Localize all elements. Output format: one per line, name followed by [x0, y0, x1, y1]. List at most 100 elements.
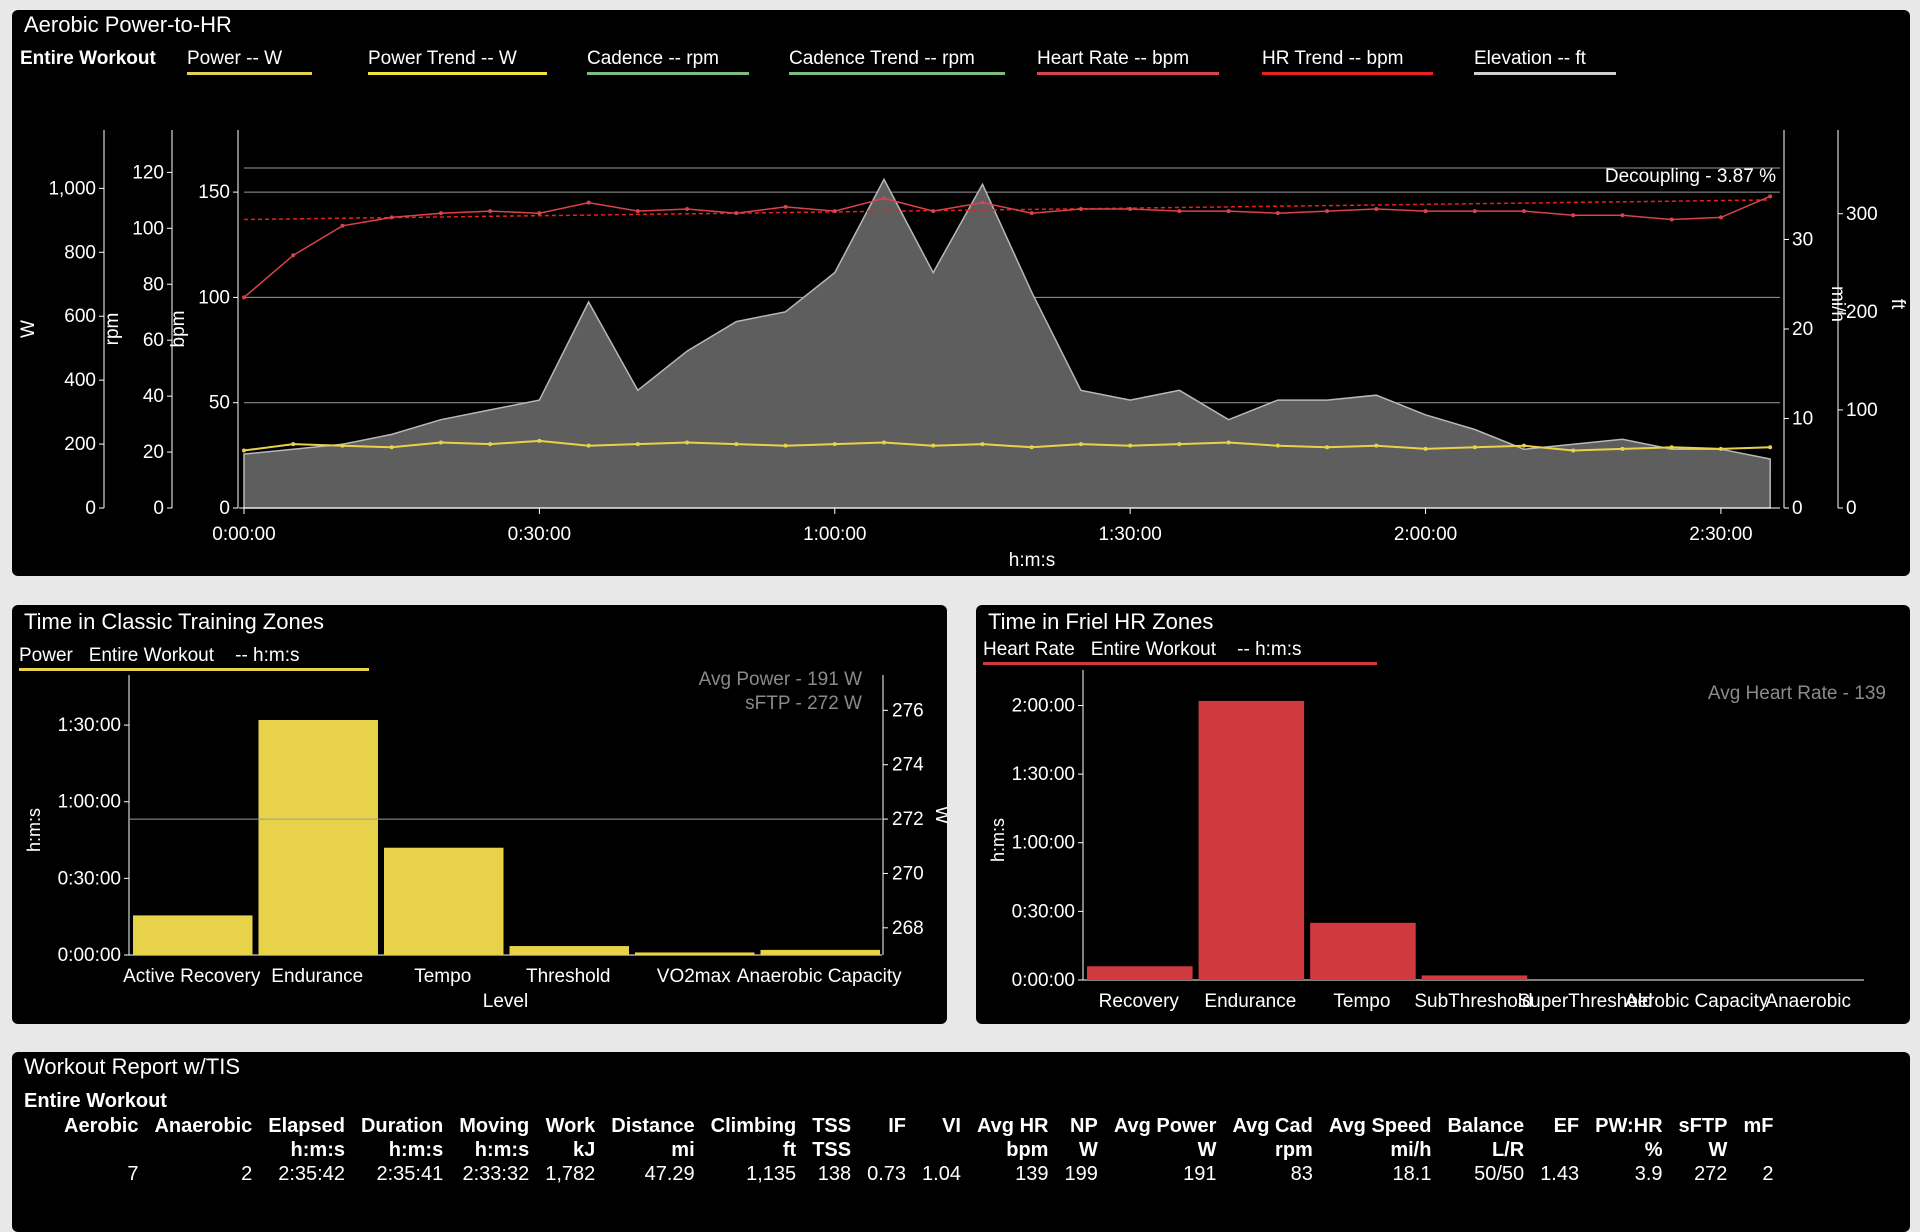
- power-point: [1078, 442, 1083, 447]
- power-point: [1029, 445, 1034, 450]
- legend-item[interactable]: Heart Rate -- bpm: [1037, 48, 1220, 75]
- hr-zones-title: Time in Friel HR Zones: [988, 609, 1214, 634]
- x-tick-label: 0:30:00: [508, 524, 571, 545]
- w-tick-label: 400: [64, 370, 96, 391]
- report-unit-cell: ft: [782, 1139, 797, 1161]
- bpm-tick-label: 150: [198, 182, 230, 203]
- w-tick-label: 200: [64, 434, 96, 455]
- power-point: [242, 448, 246, 453]
- bpm-tick-label: 100: [198, 287, 230, 308]
- report-value-cell: 1.04: [922, 1163, 961, 1185]
- heart-rate-point: [635, 209, 640, 214]
- w-tick-label: 800: [64, 242, 96, 263]
- report-value-cell: 2:33:32: [462, 1163, 530, 1185]
- heart-rate-point: [832, 209, 837, 214]
- hr-zones-panel: Time in Friel HR Zones Heart Rate Entire…: [976, 605, 1910, 1024]
- report-header-cell: Climbing: [710, 1115, 797, 1137]
- bar: [509, 946, 629, 955]
- legend-item[interactable]: HR Trend -- bpm: [1262, 48, 1434, 75]
- w-tick-label: 270: [892, 863, 924, 884]
- workout-report-title: Workout Report w/TIS: [24, 1054, 240, 1079]
- power-point: [1620, 446, 1625, 451]
- y-tick-label: 1:00:00: [1012, 833, 1075, 854]
- heart-rate-point: [1423, 209, 1428, 214]
- legend-item[interactable]: Power -- W: [187, 48, 312, 75]
- power-point: [537, 438, 542, 443]
- mph-tick-label: 20: [1792, 319, 1813, 340]
- power-line: [243, 439, 1771, 452]
- report-header-cell: Work: [545, 1115, 596, 1137]
- heart-rate-point: [488, 209, 493, 214]
- report-value-cell: 272: [1694, 1163, 1728, 1185]
- report-value-cell: 191: [1183, 1163, 1217, 1185]
- w-tick-label: 268: [892, 918, 924, 939]
- report-value-cell: 83: [1290, 1163, 1313, 1185]
- report-unit-cell: h:m:s: [474, 1139, 530, 1161]
- bar: [133, 915, 253, 955]
- legend-item[interactable]: Power Trend -- W: [368, 48, 547, 75]
- category-label: Threshold: [526, 966, 611, 987]
- y-tick-label: 0:00:00: [58, 945, 121, 966]
- bar: [1310, 922, 1416, 980]
- report-value-cell: 139: [1015, 1163, 1049, 1185]
- heart-rate-point: [1472, 209, 1477, 214]
- legend-item[interactable]: Elevation -- ft: [1474, 48, 1616, 75]
- hr-zones-chart[interactable]: 0:00:00 0:30:00 1:00:00 1:30:00 2:00:00 h:m:s…: [976, 605, 1910, 1024]
- report-unit-cell: [138, 1138, 252, 1162]
- main-chart-title: Aerobic Power-to-HR: [24, 12, 232, 37]
- report-header-cell: VI: [942, 1115, 961, 1137]
- power-zones-legend[interactable]: Power Entire Workout -- h:m:s: [19, 645, 369, 671]
- power-point: [1718, 446, 1723, 451]
- legend-item[interactable]: Cadence -- rpm: [587, 48, 749, 75]
- report-unit-cell: h:m:s: [290, 1139, 345, 1161]
- power-point: [1669, 445, 1674, 450]
- heart-rate-point: [783, 204, 788, 209]
- ft-axis-label: ft: [1887, 299, 1908, 310]
- report-unit-cell: [906, 1138, 961, 1162]
- power-point: [1522, 443, 1526, 448]
- report-unit-cell: %: [1644, 1139, 1663, 1161]
- report-header-cell: mF: [1743, 1115, 1774, 1137]
- w-tick-label: 272: [892, 809, 924, 830]
- heart-rate-point: [1226, 209, 1231, 214]
- rpm-tick-label: 100: [132, 218, 164, 239]
- y-tick-label: 2:00:00: [1012, 695, 1075, 716]
- heart-rate-point: [1718, 215, 1723, 220]
- bar: [760, 949, 880, 955]
- legend-item[interactable]: Entire Workout: [20, 48, 156, 69]
- x-tick-label: 1:00:00: [803, 524, 866, 545]
- main-chart-panel: Aerobic Power-to-HR Entire Workout Power …: [12, 10, 1910, 576]
- power-point: [734, 442, 739, 447]
- report-unit-cell: rpm: [1275, 1139, 1313, 1161]
- power-zones-chart[interactable]: 0:00:00 0:30:00 1:00:00 1:30:00 h:m:s Active …: [12, 605, 947, 1024]
- report-value-cell: 7: [127, 1163, 139, 1185]
- bar: [1421, 975, 1528, 980]
- hr-zones-legend[interactable]: Heart Rate Entire Workout -- h:m:s: [983, 639, 1377, 665]
- heart-rate-point: [734, 211, 739, 216]
- heart-rate-point: [242, 295, 246, 300]
- power-point: [1423, 446, 1428, 451]
- report-unit-cell: [1524, 1138, 1579, 1162]
- report-header-cell: Balance: [1447, 1115, 1525, 1137]
- y-tick-label: 0:00:00: [1012, 970, 1075, 991]
- w-tick-label: 0: [85, 498, 96, 519]
- report-value-cell: 138: [817, 1163, 852, 1185]
- power-point: [488, 442, 493, 447]
- heart-rate-point: [537, 211, 542, 216]
- power-point: [1768, 445, 1773, 450]
- mph-tick-label: 0: [1792, 498, 1803, 519]
- bpm-axis-label: bpm: [168, 311, 189, 348]
- rpm-tick-label: 40: [143, 386, 164, 407]
- category-label: Endurance: [271, 966, 363, 987]
- x-tick-label: 1:30:00: [1098, 524, 1161, 545]
- w-axis-label: W: [931, 806, 947, 824]
- report-value-cell: 3.9: [1634, 1163, 1663, 1185]
- main-chart-plot[interactable]: Decoupling - 3.87 % 0:00:00 0:30:00 1:00:00…: [12, 10, 1910, 576]
- power-point: [389, 445, 394, 450]
- sftp-label: sFTP - 272 W: [745, 693, 862, 714]
- report-header-cell: Distance: [611, 1115, 695, 1137]
- report-header-cell: sFTP: [1678, 1115, 1728, 1137]
- report-value-cell: 50/50: [1474, 1163, 1525, 1185]
- legend-item[interactable]: Cadence Trend -- rpm: [789, 48, 1005, 75]
- category-label: Aerobic Capacity: [1625, 991, 1769, 1012]
